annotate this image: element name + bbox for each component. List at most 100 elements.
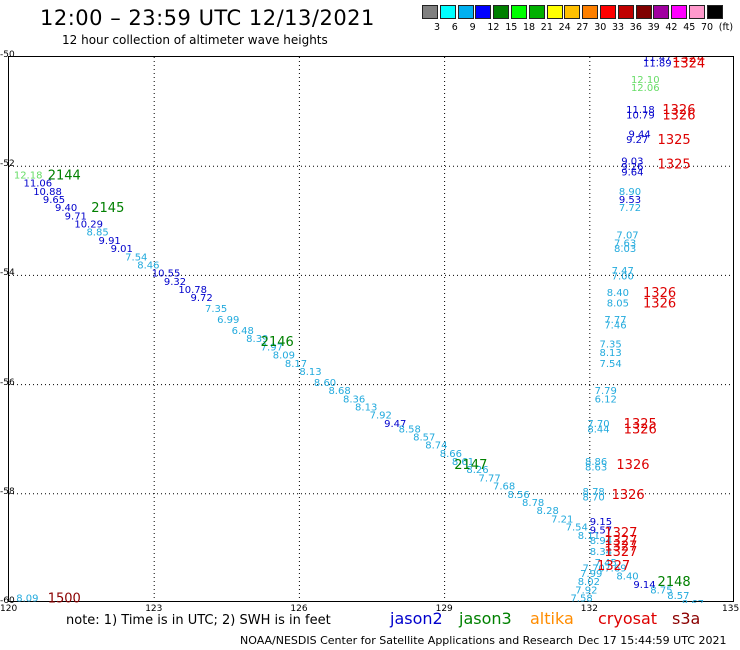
legend-swatch — [671, 5, 688, 19]
wave-height-value: 8.02 — [578, 577, 600, 588]
legend-label: 21 — [540, 22, 553, 33]
satellite-name-jason3: jason3 — [459, 609, 512, 628]
wave-height-value: 7.47 — [612, 266, 634, 277]
latitude-tick-label: -60 — [0, 596, 15, 606]
wave-height-value: 8.75 — [650, 585, 672, 596]
pass-time-label: 1324 — [672, 57, 705, 66]
wave-height-value: 9.01 — [111, 244, 133, 255]
map-canvas: 12.1811.0610.889.659.409.7110.298.859.91… — [9, 57, 735, 603]
wave-height-value: 7.77 — [604, 315, 626, 326]
wave-height-value: 7.97 — [261, 342, 283, 353]
wave-height-value: 11.47 — [643, 57, 672, 64]
pass-time-label: 1326 — [643, 297, 676, 312]
wave-height-value: 8.11 — [578, 531, 600, 542]
wave-height-value: 7.54 — [566, 523, 588, 534]
wave-height-value: 7.70 — [583, 564, 605, 575]
legend-label: 18 — [523, 22, 536, 33]
credit-text: NOAA/NESDIS Center for Satellite Applica… — [240, 634, 574, 647]
wave-height-value: 9.72 — [191, 293, 213, 304]
wave-height-value: 8.05 — [607, 299, 629, 310]
wave-height-value: 6.99 — [217, 315, 239, 326]
satellite-name-s3a: s3a — [672, 609, 701, 628]
legend-label: 15 — [505, 22, 518, 33]
wave-height-value: 11.06 — [24, 179, 53, 190]
pass-time-label: 1326 — [624, 422, 657, 437]
wave-height-value: 8.39 — [246, 334, 268, 345]
pass-time-label: 1325 — [624, 417, 657, 432]
wave-height-value: 8.13 — [355, 402, 377, 413]
pass-time-label: 2146 — [261, 335, 294, 350]
legend-swatch — [564, 5, 581, 19]
wave-height-value: 8.68 — [328, 386, 350, 397]
satellite-name-cryosat: cryosat — [598, 609, 658, 628]
pass-time-label: 1325 — [658, 133, 691, 148]
wave-height-value: 9.27 — [626, 135, 648, 146]
wave-height-value: 8.74 — [425, 441, 447, 452]
wave-height-value: 7.21 — [551, 514, 573, 525]
legend-label: 3 — [434, 22, 441, 33]
wave-height-value: 8.66 — [440, 449, 462, 460]
satellite-name-jason2: jason2 — [390, 609, 443, 628]
wave-height-value: 12.10 — [631, 75, 660, 86]
pass-time-label: 2147 — [454, 458, 487, 473]
wave-height-value: 8.13 — [299, 367, 321, 378]
pass-time-label: 1327 — [604, 534, 637, 549]
wave-height-value: 8.03 — [614, 244, 636, 255]
pass-time-label: 2144 — [48, 168, 81, 183]
legend-label: 36 — [629, 22, 642, 33]
wave-height-value: 8.78 — [522, 498, 544, 509]
legend-label: 12 — [487, 22, 500, 33]
wave-height-value: 8.34 — [590, 547, 612, 558]
wave-height-value: 11.18 — [626, 105, 655, 116]
legend-label: 70 — [701, 22, 714, 33]
latitude-tick-label: -56 — [0, 377, 15, 388]
wave-height-value: 8.60 — [314, 378, 336, 389]
latitude-tick-label: -58 — [0, 486, 15, 497]
wave-height-value: 9.53 — [619, 195, 641, 206]
wave-height-value: 9.64 — [621, 168, 643, 179]
legend-label: 27 — [576, 22, 589, 33]
legend-swatch — [493, 5, 510, 19]
legend-swatch — [600, 5, 616, 19]
legend-swatch — [706, 5, 723, 19]
legend-swatch — [689, 5, 705, 19]
pass-time-label: 1326 — [662, 108, 695, 123]
wave-height-value: 7.92 — [575, 585, 597, 596]
wave-height-value: 7.35 — [599, 340, 621, 351]
wave-height-value: 8.40 — [616, 572, 638, 583]
wave-height-value: 7.45 — [595, 558, 617, 569]
wave-height-value: 7.68 — [493, 482, 515, 493]
legend-label: (ft) — [718, 22, 734, 33]
pass-time-label: 1326 — [643, 286, 676, 301]
wave-height-value: 9.26 — [621, 162, 643, 173]
wave-height-value: 7.79 — [595, 386, 617, 397]
wave-height-value: 9.15 — [590, 517, 612, 528]
wave-height-value: 6.12 — [595, 394, 617, 405]
wave-height-value: 10.29 — [74, 220, 103, 231]
wave-height-value: 8.44 — [587, 424, 609, 435]
generation-timestamp: Dec 17 15:44:59 UTC 2021 — [578, 634, 727, 647]
longitude-tick-label: 126 — [290, 604, 308, 614]
wave-height-value: 9.32 — [164, 277, 186, 288]
wave-height-value: 8.58 — [399, 424, 421, 435]
wave-height-value: 8.17 — [285, 359, 307, 370]
wave-height-value: 9.91 — [99, 236, 121, 247]
legend-swatch — [528, 5, 545, 19]
wave-height-value: 8.67 — [682, 599, 704, 603]
legend-label: 39 — [647, 22, 660, 33]
legend-swatch — [439, 5, 456, 19]
wave-height-value: 8.57 — [667, 591, 689, 602]
wave-height-value: 8.36 — [343, 394, 365, 405]
wave-height-value: 10.88 — [33, 187, 62, 198]
wave-height-value: 8.56 — [508, 490, 530, 501]
wave-height-value: 7.54 — [599, 359, 621, 370]
wave-height-value: 7.72 — [619, 203, 641, 214]
wave-height-value: 8.94 — [590, 536, 612, 547]
wave-height-value: 7.99 — [580, 569, 602, 580]
longitude-tick-label: 132 — [580, 604, 598, 614]
wave-height-value: 7.58 — [570, 594, 592, 603]
latitude-tick-label: -50 — [0, 50, 15, 60]
legend-swatch — [546, 5, 563, 19]
wave-height-value: 9.14 — [633, 580, 655, 591]
pass-time-label: 1327 — [604, 540, 637, 555]
